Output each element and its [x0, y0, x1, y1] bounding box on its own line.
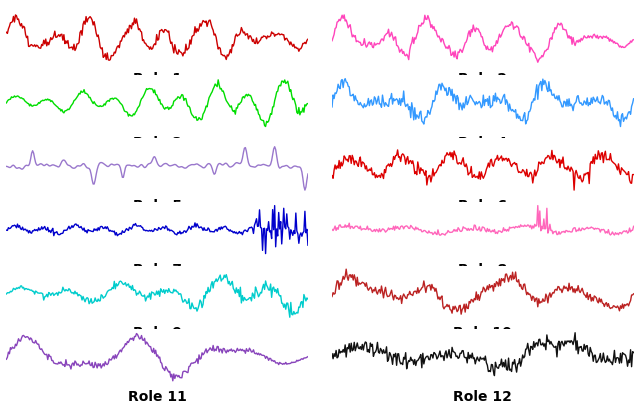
- Text: Role 4: Role 4: [458, 135, 508, 149]
- Text: Role 1: Role 1: [132, 72, 182, 86]
- Text: Role 9: Role 9: [132, 326, 182, 339]
- Text: Role 11: Role 11: [128, 389, 187, 403]
- Text: Role 7: Role 7: [132, 262, 182, 276]
- Text: Role 5: Role 5: [132, 199, 182, 213]
- Text: Role 2: Role 2: [458, 72, 508, 86]
- Text: Role 8: Role 8: [458, 262, 508, 276]
- Text: Role 10: Role 10: [454, 326, 512, 339]
- Text: Role 12: Role 12: [453, 389, 512, 403]
- Text: Role 6: Role 6: [458, 199, 508, 213]
- Text: Role 3: Role 3: [132, 135, 182, 149]
